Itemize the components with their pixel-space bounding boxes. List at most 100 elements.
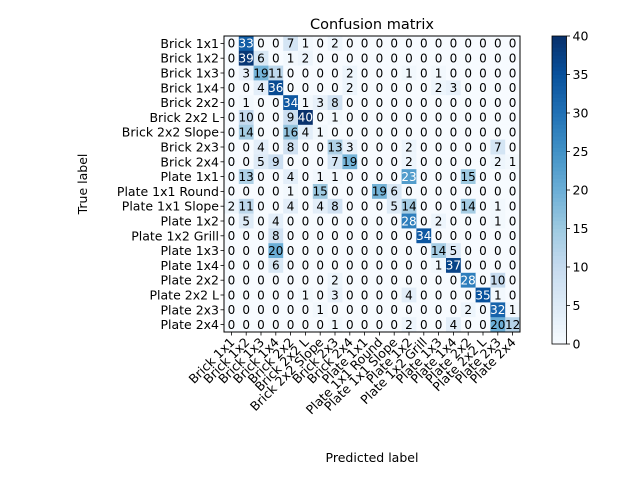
cell-value-label: 0 (420, 111, 428, 125)
heatmap-cell (224, 184, 240, 200)
colorbar-tick-label: 0 (573, 337, 581, 352)
colorbar-gradient-segment (552, 278, 567, 283)
cell-value-label: 8 (331, 96, 339, 110)
cell-value-label: 1 (494, 200, 502, 214)
cell-value-label: 0 (450, 96, 458, 110)
heatmap-cell (268, 50, 284, 66)
cell-value-label: 5 (450, 244, 458, 258)
heatmap-cell (283, 258, 299, 274)
cell-value-label: 0 (509, 229, 517, 243)
cell-value-label: 0 (509, 37, 517, 51)
heatmap-cell (372, 184, 388, 200)
heatmap-cell (327, 154, 343, 170)
cell-value-label: 16 (283, 126, 298, 140)
heatmap-cell (342, 243, 358, 259)
heatmap-cell (475, 184, 491, 200)
heatmap-cell (446, 95, 462, 111)
heatmap-cell (446, 287, 462, 303)
cell-value-label: 0 (376, 274, 384, 288)
cell-value-label: 0 (272, 52, 280, 66)
heatmap-cell (416, 272, 432, 288)
cell-value-label: 0 (464, 140, 472, 154)
heatmap-cell (446, 317, 462, 333)
cell-value-label: 40 (298, 111, 313, 125)
cell-value-label: 0 (464, 52, 472, 66)
heatmap-cell (268, 302, 284, 318)
heatmap-cell (238, 258, 254, 274)
cell-value-label: 12 (505, 318, 520, 332)
cell-value-label: 23 (401, 170, 416, 184)
colorbar-tick-label: 20 (573, 183, 589, 198)
y-tick-label: Plate 1x3 (160, 243, 219, 258)
cell-value-label: 0 (316, 274, 324, 288)
cell-value-label: 0 (228, 185, 236, 199)
y-tick-label: Plate 2x2 (160, 273, 219, 288)
cell-value-label: 0 (420, 170, 428, 184)
cell-value-label: 0 (435, 96, 443, 110)
heatmap-cell (446, 258, 462, 274)
heatmap-cell (253, 65, 269, 81)
cell-value-label: 0 (316, 155, 324, 169)
heatmap-cell (268, 317, 284, 333)
cell-value-label: 0 (316, 214, 324, 228)
heatmap-cell (505, 139, 521, 155)
cell-value-label: 0 (405, 303, 413, 317)
cell-value-label: 0 (464, 81, 472, 95)
cell-value-label: 0 (361, 66, 369, 80)
cell-value-label: 0 (361, 81, 369, 95)
colorbar-gradient-segment (552, 274, 567, 279)
heatmap-cell (253, 243, 269, 259)
heatmap-cell (342, 198, 358, 214)
heatmap-cell (386, 139, 402, 155)
heatmap-cell (401, 169, 417, 185)
cell-value-label: 2 (346, 81, 354, 95)
cell-value-label: 5 (257, 155, 265, 169)
cell-value-label: 11 (268, 66, 283, 80)
colorbar-gradient-segment (552, 128, 567, 133)
cell-value-label: 0 (346, 170, 354, 184)
heatmap-cell (357, 124, 373, 140)
heatmap-cell (357, 302, 373, 318)
y-tick-label: Brick 1x4 (160, 80, 219, 95)
heatmap-cell (253, 154, 269, 170)
cell-value-label: 0 (420, 318, 428, 332)
heatmap-cell (475, 124, 491, 140)
cell-value-label: 0 (302, 170, 310, 184)
cell-value-label: 1 (316, 126, 324, 140)
cell-value-label: 0 (479, 96, 487, 110)
cell-value-label: 0 (302, 318, 310, 332)
heatmap-cell (505, 228, 521, 244)
heatmap-cell (312, 272, 328, 288)
heatmap-cell (401, 154, 417, 170)
cell-value-label: 0 (302, 200, 310, 214)
cell-value-label: 0 (316, 140, 324, 154)
heatmap-cell (490, 317, 506, 333)
heatmap-cell (312, 65, 328, 81)
heatmap-cell (490, 243, 506, 259)
colorbar-gradient-segment (552, 293, 567, 299)
heatmap-cell (401, 258, 417, 274)
heatmap-cell (253, 198, 269, 214)
cell-value-label: 1 (405, 66, 413, 80)
heatmap-cell (372, 95, 388, 111)
heatmap-cell (298, 110, 314, 126)
colorbar-gradient-segment (552, 62, 567, 68)
cell-value-label: 0 (316, 259, 324, 273)
cell-value-label: 0 (420, 37, 428, 51)
heatmap-cell (283, 228, 299, 244)
heatmap-cell (416, 213, 432, 229)
cell-value-label: 0 (390, 303, 398, 317)
heatmap-cell (416, 258, 432, 274)
cell-value-label: 0 (287, 303, 295, 317)
colorbar-tick-label: 10 (573, 260, 589, 275)
heatmap-cell (401, 50, 417, 66)
cell-value-label: 0 (361, 274, 369, 288)
heatmap-cell (342, 65, 358, 81)
cell-value-label: 0 (420, 96, 428, 110)
cell-value-label: 0 (376, 244, 384, 258)
colorbar-gradient-segment (552, 228, 567, 233)
heatmap-cell (431, 65, 447, 81)
cell-value-label: 0 (346, 185, 354, 199)
heatmap-cell (268, 36, 284, 52)
heatmap-cell (298, 80, 314, 96)
